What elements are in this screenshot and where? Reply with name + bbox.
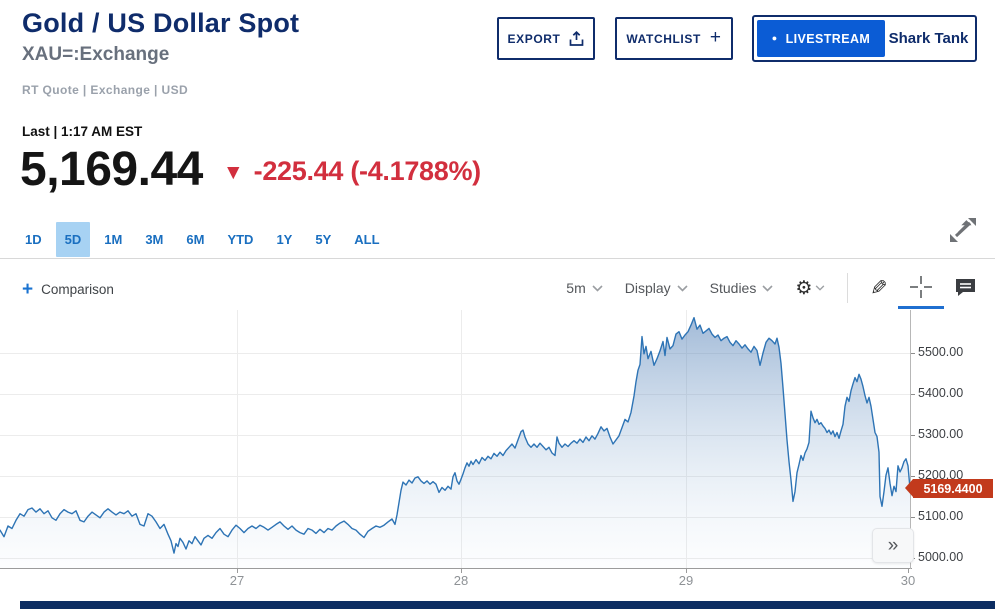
range-tab-bar: 1D 5D 1M 3M 6M YTD 1Y 5Y ALL [16, 222, 389, 257]
livestream-button[interactable]: ● LIVESTREAM [757, 20, 885, 57]
live-dot-icon: ● [771, 33, 778, 43]
plus-icon: + [22, 279, 34, 300]
y-axis-tick-label: 5300.00 [910, 427, 964, 441]
toolbar-divider [847, 273, 849, 303]
comparison-label: Comparison [41, 282, 114, 297]
export-button[interactable]: EXPORT [497, 17, 595, 60]
section-divider [0, 258, 995, 259]
watchlist-button-label: WATCHLIST [626, 31, 701, 46]
x-axis-tick-label: 27 [229, 573, 245, 588]
livestream-label: LIVESTREAM [785, 31, 871, 46]
caret-down-icon [592, 284, 603, 292]
price-row: 5,169.44 ▼ -225.44 (-4.1788%) [20, 142, 481, 197]
y-axis-tick-label: 5200.00 [910, 468, 964, 482]
range-tab-3m[interactable]: 3M [145, 232, 164, 247]
studies-dropdown[interactable]: Studies [710, 280, 774, 296]
price-chart[interactable]: 5500.00 5400.00 5300.00 5200.00 5100.00 5000.… [0, 310, 995, 600]
last-timestamp: Last | 1:17 AM EST [22, 124, 143, 139]
y-axis-tick-label: 5100.00 [910, 509, 964, 523]
draw-tool-button[interactable]: ✎ [870, 276, 888, 300]
export-icon [569, 30, 584, 47]
range-tab-1m[interactable]: 1M [104, 232, 123, 247]
plus-icon: + [709, 26, 722, 48]
expand-chart-button[interactable] [946, 214, 980, 246]
x-axis-tick-label: 28 [453, 573, 469, 588]
caret-down-icon [816, 285, 825, 291]
x-axis-tick-label: 29 [678, 573, 694, 588]
last-price-badge: 5169.4400 [905, 479, 993, 499]
chart-settings-dropdown[interactable]: ⚙ [795, 279, 825, 298]
price-area-fill [0, 317, 910, 568]
livestream-show-tab[interactable]: Shark Tank [888, 30, 969, 47]
interval-dropdown[interactable]: 5m [566, 280, 603, 296]
add-comparison-button[interactable]: + Comparison [22, 280, 114, 299]
last-price: 5,169.44 [20, 143, 203, 196]
export-button-label: EXPORT [507, 31, 561, 46]
page-title: Gold / US Dollar Spot [22, 8, 300, 38]
caret-down-icon [762, 284, 773, 292]
range-tab-ytd[interactable]: YTD [227, 232, 254, 247]
display-dropdown[interactable]: Display [625, 280, 688, 296]
comments-button[interactable] [954, 278, 977, 298]
range-tab-1d[interactable]: 1D [25, 232, 42, 247]
bottom-accent-bar [20, 601, 995, 609]
range-tab-all[interactable]: ALL [354, 232, 380, 247]
price-change: -225.44 (-4.1788%) [253, 155, 482, 186]
y-axis-tick-label: 5400.00 [910, 386, 964, 400]
gear-icon: ⚙ [795, 277, 813, 299]
range-tab-5y[interactable]: 5Y [315, 232, 332, 247]
livestream-group: ● LIVESTREAM Shark Tank [752, 15, 977, 62]
range-tab-6m[interactable]: 6M [186, 232, 205, 247]
chevrons-right-icon: » [887, 534, 899, 556]
crosshair-icon [910, 276, 932, 298]
caret-down-icon [677, 284, 688, 292]
price-line [0, 316, 911, 554]
quote-meta: RT Quote | Exchange | USD [22, 83, 189, 97]
down-arrow-icon: ▼ [222, 160, 244, 184]
chart-axes [0, 310, 912, 573]
active-tool-indicator [898, 306, 944, 309]
watchlist-button[interactable]: WATCHLIST + [615, 17, 733, 60]
crosshair-tool-button[interactable] [898, 276, 944, 309]
chart-canvas[interactable] [0, 310, 914, 576]
studies-label: Studies [709, 280, 757, 296]
pencil-icon: ✎ [870, 276, 888, 300]
more-panel-button[interactable]: » [872, 528, 914, 563]
expand-icon [950, 218, 976, 242]
x-axis-tick-label: 30 [900, 573, 916, 588]
chart-toolbar: 5m Display Studies ⚙ ✎ [566, 272, 977, 309]
chat-icon [956, 279, 975, 296]
interval-value: 5m [566, 280, 586, 296]
y-axis-tick-label: 5500.00 [910, 345, 964, 359]
display-label: Display [624, 280, 671, 296]
range-tab-1y[interactable]: 1Y [276, 232, 293, 247]
y-axis-tick-label: 5000.00 [910, 550, 964, 564]
symbol-subtitle: XAU=:Exchange [22, 44, 170, 65]
range-tab-5d[interactable]: 5D [55, 222, 91, 257]
